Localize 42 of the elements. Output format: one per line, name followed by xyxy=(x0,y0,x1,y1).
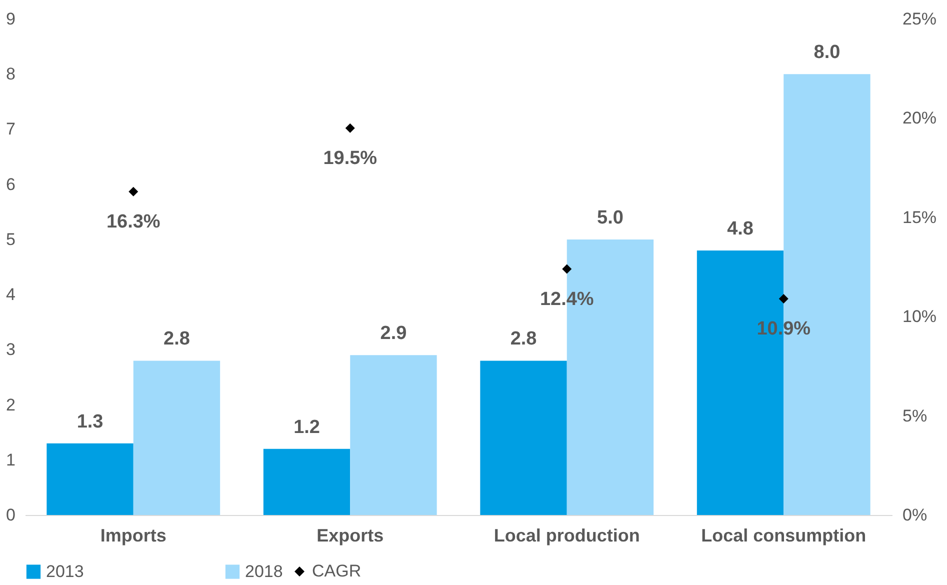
point xyxy=(778,294,788,304)
y-tick-label: 0 xyxy=(6,506,16,524)
y2-tick-label: 25% xyxy=(902,10,937,28)
data-label: 8.0 xyxy=(814,42,840,64)
data-label: 5.0 xyxy=(597,207,624,228)
y-tick-label: 6 xyxy=(6,174,16,194)
y-tick-label: 4 xyxy=(6,285,16,304)
y-tick-label: 5 xyxy=(6,230,16,249)
y-tick-label: 2 xyxy=(6,395,16,414)
legend-label: CAGR xyxy=(312,562,362,580)
data-label: 2.9 xyxy=(380,323,407,344)
bar xyxy=(480,360,567,515)
bar xyxy=(46,443,134,515)
data-label: 1.3 xyxy=(76,411,104,432)
y-tick-label: 7 xyxy=(6,120,16,139)
bar xyxy=(133,360,220,515)
data-label: 19.5% xyxy=(323,148,378,170)
x-tick-label: Exports xyxy=(316,526,384,546)
bar xyxy=(350,355,437,515)
legend-label: 2013 xyxy=(46,562,84,581)
y2-tick-label: 15% xyxy=(902,208,937,227)
y2-tick-label: 20% xyxy=(902,108,937,128)
legend-label: 2018 xyxy=(245,562,283,581)
data-label: 2.8 xyxy=(164,328,190,350)
data-label: 4.8 xyxy=(727,218,754,240)
y2-tick-label: 0% xyxy=(902,506,928,524)
y-tick-label: 9 xyxy=(6,10,16,28)
point xyxy=(345,123,355,133)
point xyxy=(128,186,138,196)
point xyxy=(562,264,572,274)
x-tick-label: Local consumption xyxy=(701,526,866,546)
y-tick-label: 8 xyxy=(6,64,16,84)
y2-tick-label: 5% xyxy=(902,406,928,426)
data-label: 1.2 xyxy=(294,416,320,438)
data-label: 2.8 xyxy=(510,328,537,350)
y-tick-label: 3 xyxy=(6,340,16,360)
y2-tick-label: 10% xyxy=(902,307,937,326)
data-label: 16.3% xyxy=(106,212,160,233)
x-tick-label: Imports xyxy=(100,526,166,546)
y-tick-label: 1 xyxy=(6,450,16,470)
x-tick-label: Local production xyxy=(494,526,640,546)
bar xyxy=(263,448,350,515)
